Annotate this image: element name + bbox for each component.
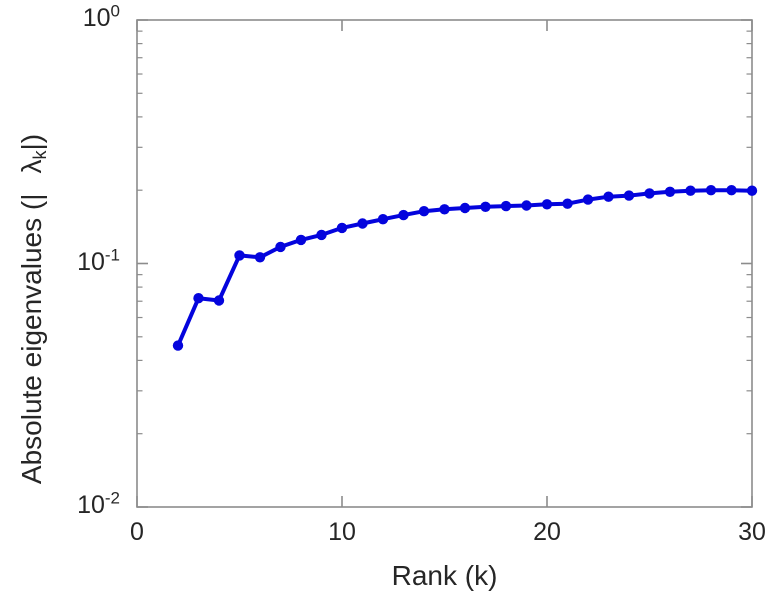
data-point: [644, 188, 655, 199]
data-line: [176, 188, 754, 348]
y-tick-exponent: -2: [104, 488, 120, 508]
data-points: [172, 185, 758, 351]
data-point: [439, 204, 450, 215]
x-axis-label: Rank (k): [391, 560, 498, 591]
data-point: [705, 185, 717, 196]
data-point: [664, 186, 676, 197]
lambda-glyph: λ: [16, 159, 47, 174]
x-axis-ticks: [136, 20, 753, 507]
y-tick-exponent: 0: [110, 1, 120, 21]
data-point: [234, 250, 245, 261]
x-tick-label-30: 30: [738, 518, 766, 546]
data-point: [357, 218, 368, 229]
data-point: [603, 191, 614, 202]
data-point: [500, 200, 512, 212]
data-point: [398, 209, 409, 221]
y-tick-base: 10: [77, 491, 105, 519]
data-point: [336, 222, 348, 234]
data-point: [541, 199, 553, 210]
lambda-subscript: k: [30, 150, 50, 160]
data-point: [480, 201, 491, 212]
data-point: [459, 202, 471, 214]
data-point: [254, 252, 266, 263]
y-axis-ticks: [137, 19, 752, 508]
x-tick-label-0: 0: [130, 518, 144, 546]
x-tick-label-10: 10: [328, 518, 356, 546]
data-point: [295, 234, 307, 246]
data-point: [377, 214, 389, 225]
y-axis-label-suffix: |): [16, 133, 47, 151]
data-point: [623, 190, 635, 201]
data-point: [316, 229, 327, 241]
data-point: [213, 295, 225, 306]
y-axis-label-prefix: Absolute eigenvalues (|: [16, 193, 47, 484]
data-point: [562, 198, 573, 209]
y-axis-minor-ticks: [137, 30, 752, 435]
data-point: [193, 293, 204, 304]
data-point: [582, 194, 594, 205]
y-tick-label-1e-1: 10-1: [77, 245, 120, 277]
data-point: [746, 185, 758, 196]
y-axis-label: Absolute eigenvalues (| λk|): [16, 133, 50, 484]
axis-box: [136, 19, 753, 508]
y-tick-base: 10: [77, 247, 105, 276]
y-tick-exponent: -1: [104, 245, 120, 265]
y-tick-label-1e-2: 10-2: [77, 490, 120, 520]
x-tick-label-20: 20: [533, 518, 561, 546]
data-point: [726, 185, 737, 196]
y-tick-base: 10: [82, 4, 111, 32]
data-point: [275, 241, 286, 253]
y-tick-label-1e0: 100: [83, 3, 120, 33]
data-point: [172, 340, 184, 351]
data-point: [521, 200, 532, 211]
lambda-symbol: λk: [16, 150, 50, 174]
data-point: [418, 206, 430, 217]
data-point: [685, 185, 696, 196]
